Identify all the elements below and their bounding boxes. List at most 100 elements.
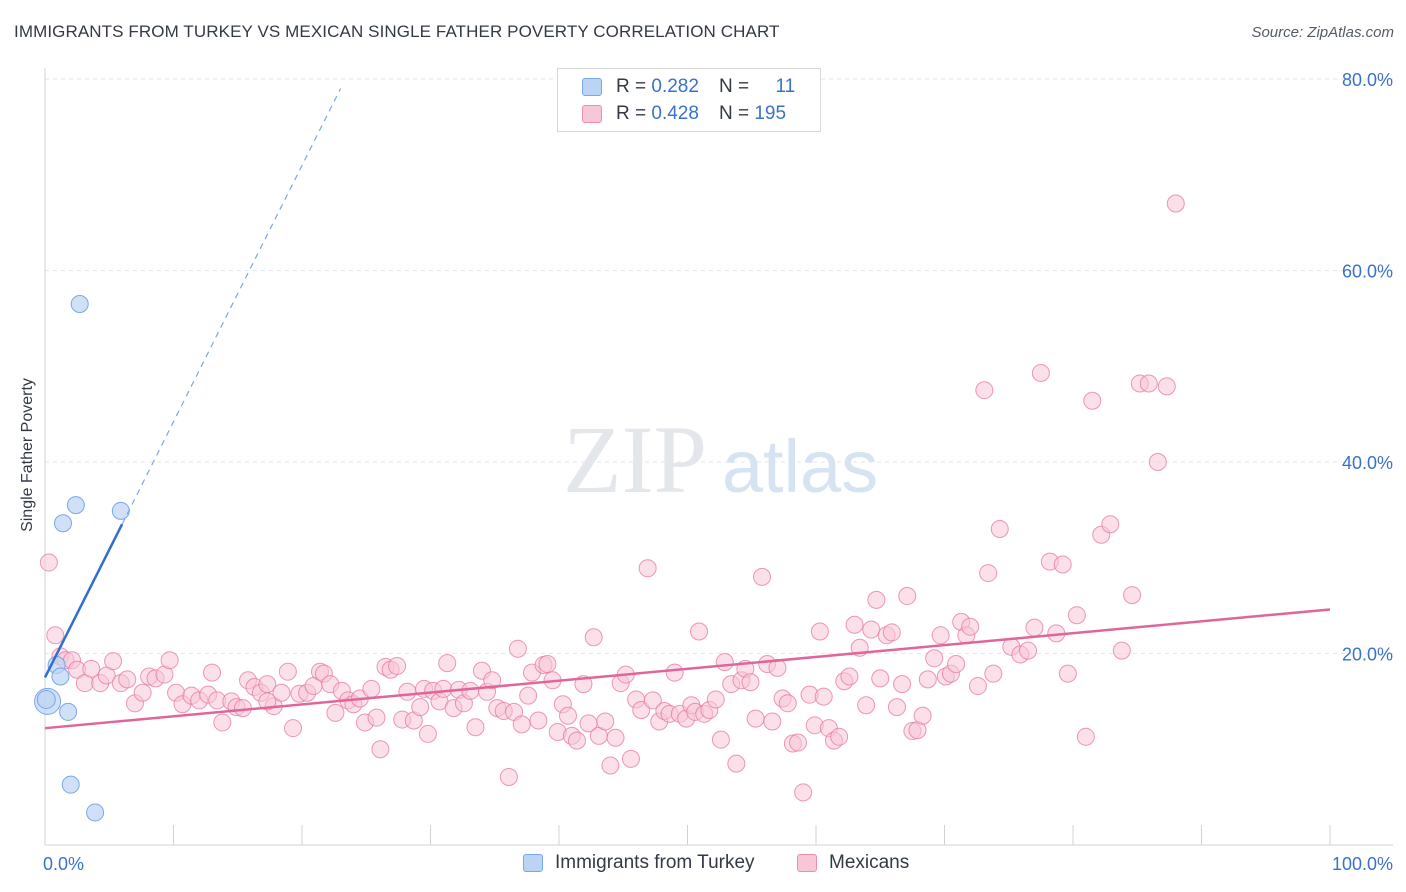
point-mexicans	[1101, 515, 1120, 534]
point-mexicans	[789, 733, 808, 752]
point-mexicans	[284, 719, 303, 738]
point-mexicans	[898, 587, 917, 606]
trendline-turkey	[43, 523, 124, 678]
y-tick-label: 40.0%	[1342, 453, 1393, 473]
point-mexicans	[367, 708, 386, 727]
point-mexicans	[763, 712, 782, 731]
point-mexicans	[830, 727, 849, 746]
point-mexicans	[398, 682, 417, 701]
point-mexicans	[882, 623, 901, 642]
n-label: N =	[718, 76, 750, 97]
source-note: Source: ZipAtlas.com	[1251, 24, 1394, 41]
point-turkey	[66, 496, 85, 515]
series-turkey	[34, 295, 130, 822]
y-tick-label: 20.0%	[1342, 645, 1393, 665]
point-mexicans	[203, 663, 222, 682]
watermark-zip: ZIP	[563, 406, 707, 513]
gridlines	[45, 78, 1393, 654]
point-mexicans	[857, 696, 876, 715]
point-mexicans	[258, 692, 277, 711]
legend-row-turkey: R = 0.282 N = 11	[582, 75, 795, 99]
point-mexicans	[947, 655, 966, 674]
point-mexicans	[434, 679, 453, 698]
point-mexicans	[632, 700, 651, 719]
point-mexicans	[887, 698, 906, 717]
point-mexicans	[160, 651, 179, 670]
point-mexicans	[362, 679, 381, 698]
point-mexicans	[388, 656, 407, 675]
point-turkey	[111, 501, 130, 520]
n-value-mexicans: 195	[754, 103, 787, 124]
point-mexicans	[1025, 618, 1044, 637]
point-mexicans	[466, 718, 485, 737]
point-mexicans	[438, 654, 457, 673]
point-mexicans	[778, 694, 797, 713]
point-mexicans	[968, 677, 987, 696]
point-mexicans	[584, 628, 603, 647]
point-mexicans	[538, 655, 557, 674]
point-mexicans	[519, 686, 538, 705]
watermark: ZIP atlas	[563, 406, 878, 513]
r-value-mexicans: 0.428	[651, 103, 699, 124]
r-label: R =	[616, 103, 647, 124]
point-mexicans	[845, 615, 864, 634]
legend-swatch-mexicans	[797, 854, 817, 872]
point-mexicans	[913, 706, 932, 725]
series-legend: Immigrants from Turkey Mexicans	[0, 852, 1406, 876]
n-label: N =	[718, 103, 750, 124]
legend-row-mexicans: R = 0.428 N = 195	[582, 102, 786, 126]
point-mexicans	[975, 381, 994, 400]
point-mexicans	[871, 669, 890, 688]
point-mexicans	[82, 659, 101, 678]
point-mexicans	[596, 712, 615, 731]
point-mexicans	[638, 559, 657, 578]
y-tick-label: 80.0%	[1342, 70, 1393, 90]
point-mexicans	[46, 626, 65, 645]
n-value-turkey: 11	[775, 76, 796, 97]
point-turkey	[36, 689, 56, 709]
point-mexicans	[1058, 664, 1077, 683]
point-mexicans	[1166, 194, 1185, 213]
point-mexicans	[272, 683, 291, 702]
point-mexicans	[794, 783, 813, 802]
tick-labels: 20.0% 40.0% 60.0% 80.0% 0.0% 100.0%	[43, 70, 1393, 874]
point-mexicans	[727, 754, 746, 773]
point-mexicans	[1123, 586, 1142, 605]
point-mexicans	[1083, 391, 1102, 410]
point-mexicans	[746, 709, 765, 728]
legend-item-turkey: Immigrants from Turkey	[523, 852, 755, 874]
point-mexicans	[418, 724, 437, 743]
point-mexicans	[1019, 641, 1038, 660]
legend-swatch-turkey	[523, 854, 543, 872]
point-mexicans	[961, 617, 980, 636]
point-mexicans	[499, 768, 518, 787]
point-mexicans	[643, 691, 662, 710]
point-mexicans	[601, 756, 620, 775]
point-mexicans	[133, 683, 152, 702]
axes	[44, 68, 1393, 846]
point-mexicans	[1112, 641, 1131, 660]
point-mexicans	[508, 639, 527, 658]
point-mexicans	[840, 667, 859, 686]
point-mexicans	[867, 590, 886, 609]
point-mexicans	[567, 731, 586, 750]
legend-item-mexicans: Mexicans	[797, 852, 909, 874]
point-mexicans	[1139, 374, 1158, 393]
point-mexicans	[118, 670, 137, 689]
point-mexicans	[990, 520, 1009, 539]
point-mexicans	[690, 622, 709, 641]
point-mexicans	[979, 564, 998, 583]
point-mexicans	[1053, 555, 1072, 574]
point-mexicans	[39, 553, 58, 572]
watermark-atlas: atlas	[722, 425, 878, 508]
point-mexicans	[862, 620, 881, 639]
x-tick-label-min: 0.0%	[43, 854, 84, 874]
point-turkey	[86, 803, 105, 822]
point-mexicans	[893, 675, 912, 694]
point-mexicans	[984, 664, 1003, 683]
point-turkey	[59, 702, 78, 721]
point-turkey	[53, 514, 72, 533]
point-mexicans	[483, 671, 502, 690]
point-mexicans	[1157, 377, 1176, 396]
point-turkey	[51, 667, 70, 686]
